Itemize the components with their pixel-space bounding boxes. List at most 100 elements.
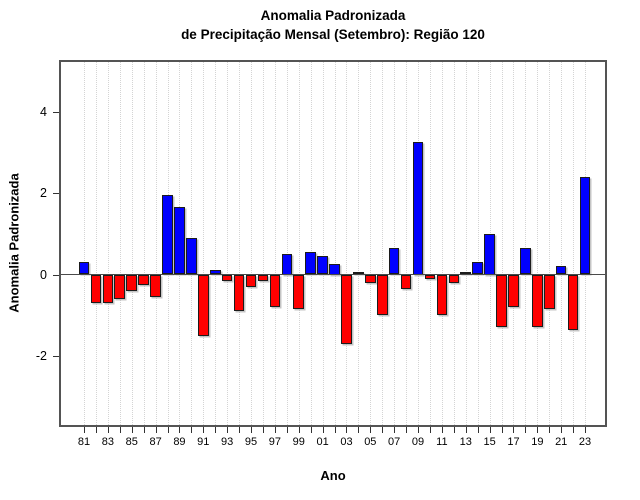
bar-2023	[579, 176, 591, 275]
x-axis-tick	[203, 427, 205, 433]
x-tick-label: 85	[125, 436, 138, 448]
grid-line	[561, 62, 563, 425]
x-axis-tick	[286, 427, 288, 433]
x-axis-tick	[334, 427, 336, 433]
x-axis-tick	[477, 427, 479, 433]
x-tick-label: 89	[173, 436, 186, 448]
grid-line	[84, 62, 85, 425]
y-axis-tick	[53, 274, 59, 276]
x-tick-label: 97	[268, 436, 281, 448]
bar-2008	[400, 274, 412, 289]
x-axis-tick	[119, 427, 121, 433]
x-axis-tick	[95, 427, 97, 433]
bar-2011	[436, 274, 448, 316]
grid-line	[537, 62, 539, 425]
x-axis-tick	[358, 427, 360, 433]
x-axis-tick	[274, 427, 276, 433]
x-axis-tick	[537, 427, 539, 433]
x-axis-tick	[155, 427, 157, 433]
x-tick-label: 23	[578, 436, 592, 448]
x-axis-tick	[441, 427, 443, 433]
x-axis-tick	[418, 427, 420, 433]
grid-line	[513, 62, 515, 425]
x-tick-label: 19	[531, 436, 544, 448]
bar-2007	[388, 248, 400, 275]
grid-line	[262, 62, 264, 425]
grid-line	[274, 62, 276, 425]
bar-1997	[269, 274, 281, 308]
bar-1986	[138, 274, 149, 285]
bar-1999	[293, 274, 305, 310]
x-tick-label: 01	[316, 436, 329, 448]
bar-2001	[317, 256, 328, 275]
bar-2016	[496, 274, 507, 328]
bar-2005	[365, 274, 376, 283]
x-tick-label: 93	[221, 436, 234, 448]
grid-line	[334, 62, 336, 425]
grid-line	[286, 62, 288, 425]
x-tick-label: 17	[507, 436, 520, 448]
bar-1989	[174, 207, 185, 275]
bar-1998	[281, 254, 293, 275]
y-tick-label: -2	[35, 349, 47, 363]
x-axis-tick	[549, 427, 551, 433]
x-axis-tick	[573, 427, 575, 433]
grid-line	[429, 62, 431, 425]
bar-2020	[543, 274, 555, 310]
grid-line	[203, 62, 205, 425]
x-tick-label: 83	[101, 436, 114, 448]
bar-1996	[257, 274, 269, 281]
grid-line	[358, 62, 360, 425]
grid-line	[549, 62, 551, 425]
bar-1994	[233, 274, 245, 312]
x-tick-label: 11	[436, 436, 448, 448]
x-axis-tick	[513, 427, 515, 433]
bar-2019	[532, 274, 543, 328]
x-tick-label: 09	[411, 436, 425, 448]
x-tick-label: 13	[459, 436, 472, 448]
x-axis-tick	[370, 427, 372, 433]
x-axis-tick	[298, 427, 300, 433]
x-tick-label: 95	[244, 436, 258, 448]
bar-2009	[412, 142, 424, 275]
y-tick-label: 4	[40, 104, 47, 119]
grid-line	[406, 62, 408, 425]
x-tick-label: 99	[292, 436, 305, 448]
bar-1982	[90, 274, 102, 304]
x-axis-tick	[179, 427, 181, 433]
x-tick-label: 15	[483, 436, 496, 448]
bar-2022	[567, 274, 579, 330]
x-axis-label: Ano	[320, 468, 346, 483]
bar-1988	[162, 195, 173, 275]
grid-line	[441, 62, 443, 425]
y-tick-label: 2	[40, 186, 47, 200]
bar-1990	[186, 237, 197, 275]
grid-line	[215, 62, 217, 425]
bar-2000	[305, 252, 316, 275]
plot-area: 81 83 85 87 89 91 93 95 97 99 01 03 05 07 09 11 13 15 17 19…	[36, 60, 607, 448]
grid-line	[131, 62, 133, 425]
x-axis-tick	[143, 427, 145, 433]
x-axis-tick	[394, 427, 396, 433]
bar-2017	[508, 274, 519, 308]
y-tick-label: 0	[40, 267, 47, 282]
grid-line	[298, 62, 300, 425]
x-axis-tick	[167, 427, 169, 433]
grid-line	[465, 62, 467, 425]
x-tick-label: 87	[149, 436, 162, 448]
x-axis-tick	[501, 427, 503, 433]
grid-line	[346, 62, 348, 425]
grid-line	[251, 62, 253, 425]
chart-title-line1: Anomalia Padronizada	[260, 8, 406, 23]
grid-line	[453, 62, 455, 425]
x-axis-tick	[525, 427, 527, 433]
grid-line	[394, 62, 396, 425]
x-axis-tick	[84, 427, 85, 433]
x-axis-tick	[429, 427, 431, 433]
bar-2014	[472, 262, 483, 275]
zero-baseline	[61, 273, 605, 276]
y-axis-tick	[53, 111, 59, 113]
bar-2003	[341, 274, 352, 344]
x-tick-label: 05	[364, 436, 377, 448]
